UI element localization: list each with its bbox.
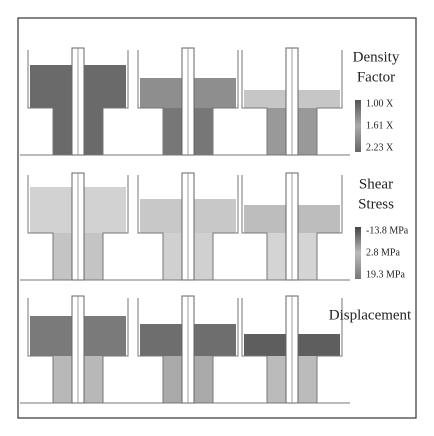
powder-stem bbox=[267, 233, 286, 280]
panels bbox=[20, 48, 350, 403]
scale-label: 2.23 X bbox=[366, 142, 394, 153]
powder-stem bbox=[84, 233, 103, 280]
scale-label: 2.8 MPa bbox=[366, 247, 400, 258]
scale-label: 1.00 X bbox=[366, 98, 394, 109]
powder-stem bbox=[163, 108, 182, 155]
row-title: Displacement bbox=[329, 307, 412, 323]
scale-label: -13.8 MPa bbox=[366, 225, 409, 236]
powder-stem bbox=[163, 356, 182, 403]
row-title: Factor bbox=[357, 69, 395, 85]
row-title: Density bbox=[353, 49, 400, 65]
powder-stem bbox=[298, 356, 317, 403]
powder-stem bbox=[267, 356, 286, 403]
figure: Density Factor 1.00 X 1.61 X 2.23 X Shear Stre… bbox=[0, 0, 434, 436]
powder-stem bbox=[194, 233, 213, 280]
row-title: Stress bbox=[358, 196, 394, 212]
powder-stem bbox=[267, 108, 286, 155]
color-scale bbox=[355, 100, 361, 152]
powder-stem bbox=[298, 233, 317, 280]
powder-stem bbox=[194, 108, 213, 155]
powder-stem bbox=[163, 233, 182, 280]
powder-stem bbox=[84, 356, 103, 403]
powder-stem bbox=[84, 108, 103, 155]
powder-stem bbox=[194, 356, 213, 403]
scale-label: 19.3 MPa bbox=[366, 269, 405, 280]
powder-stem bbox=[53, 356, 72, 403]
scale-label: 1.61 X bbox=[366, 120, 394, 131]
powder-stem bbox=[298, 108, 317, 155]
powder-stem bbox=[53, 233, 72, 280]
row-title: Shear bbox=[359, 176, 393, 192]
powder-stem bbox=[53, 108, 72, 155]
color-scale bbox=[355, 227, 361, 279]
